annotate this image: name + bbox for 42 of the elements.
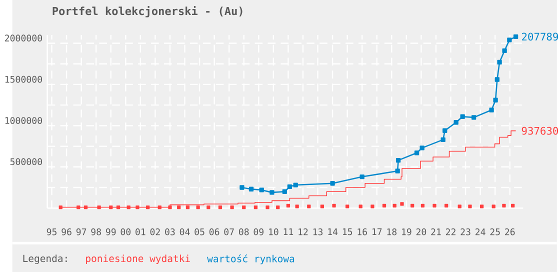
- x-tick-label: 97: [76, 228, 86, 236]
- annotation: 937630: [522, 126, 558, 135]
- x-tick-label: 11: [284, 228, 294, 235]
- x-tick-label: 18: [387, 228, 397, 236]
- chart-title: Portfel kolekcjonerski - (Au): [52, 6, 242, 18]
- text: wartość rynkowa: [207, 254, 294, 264]
- x-tick-label: 25: [490, 228, 500, 236]
- y-tick-label: 2000000: [5, 34, 42, 42]
- x-tick-label: 06: [209, 228, 220, 236]
- x-tick-label: 19: [402, 228, 412, 236]
- x-tick-label: 05: [194, 228, 204, 236]
- x-tick-label: 26: [505, 228, 515, 236]
- x-tick-label: 99: [106, 228, 116, 236]
- x-tick-label: 15: [342, 228, 352, 236]
- x-tick-label: 23: [460, 228, 470, 236]
- x-tick-label: 00: [120, 228, 131, 236]
- x-tick-label: 04: [180, 228, 190, 236]
- x-tick-label: 12: [298, 228, 308, 236]
- x-tick-label: 21: [431, 228, 441, 236]
- x-tick-label: 20: [416, 228, 426, 236]
- x-tick-label: 01: [136, 228, 146, 236]
- legend-title: Legenda:: [23, 254, 67, 264]
- x-tick-label: 22: [446, 228, 456, 236]
- x-tick-label: 07: [224, 228, 234, 236]
- x-tick-label: 09: [254, 228, 264, 236]
- x-tick-label: 24: [476, 228, 486, 236]
- y-tick-label: 500000: [10, 158, 42, 165]
- x-tick-label: 98: [91, 228, 101, 236]
- annotation: 207789: [522, 32, 558, 40]
- x-tick-label: 95: [46, 228, 56, 236]
- x-tick-label: 96: [62, 228, 72, 236]
- text: poniesione wydatki: [86, 254, 190, 264]
- y-tick-label: 1500000: [5, 76, 42, 83]
- x-tick-label: 13: [313, 228, 323, 236]
- x-tick-label: 10: [269, 228, 278, 236]
- x-tick-label: 02: [150, 228, 160, 236]
- x-tick-label: 17: [372, 228, 382, 235]
- y-tick-label: 1000000: [5, 116, 42, 124]
- x-tick-label: 03: [165, 228, 175, 236]
- x-tick-label: 14: [328, 228, 338, 235]
- x-tick-label: 08: [239, 228, 249, 236]
- x-tick-label: 16: [358, 228, 367, 236]
